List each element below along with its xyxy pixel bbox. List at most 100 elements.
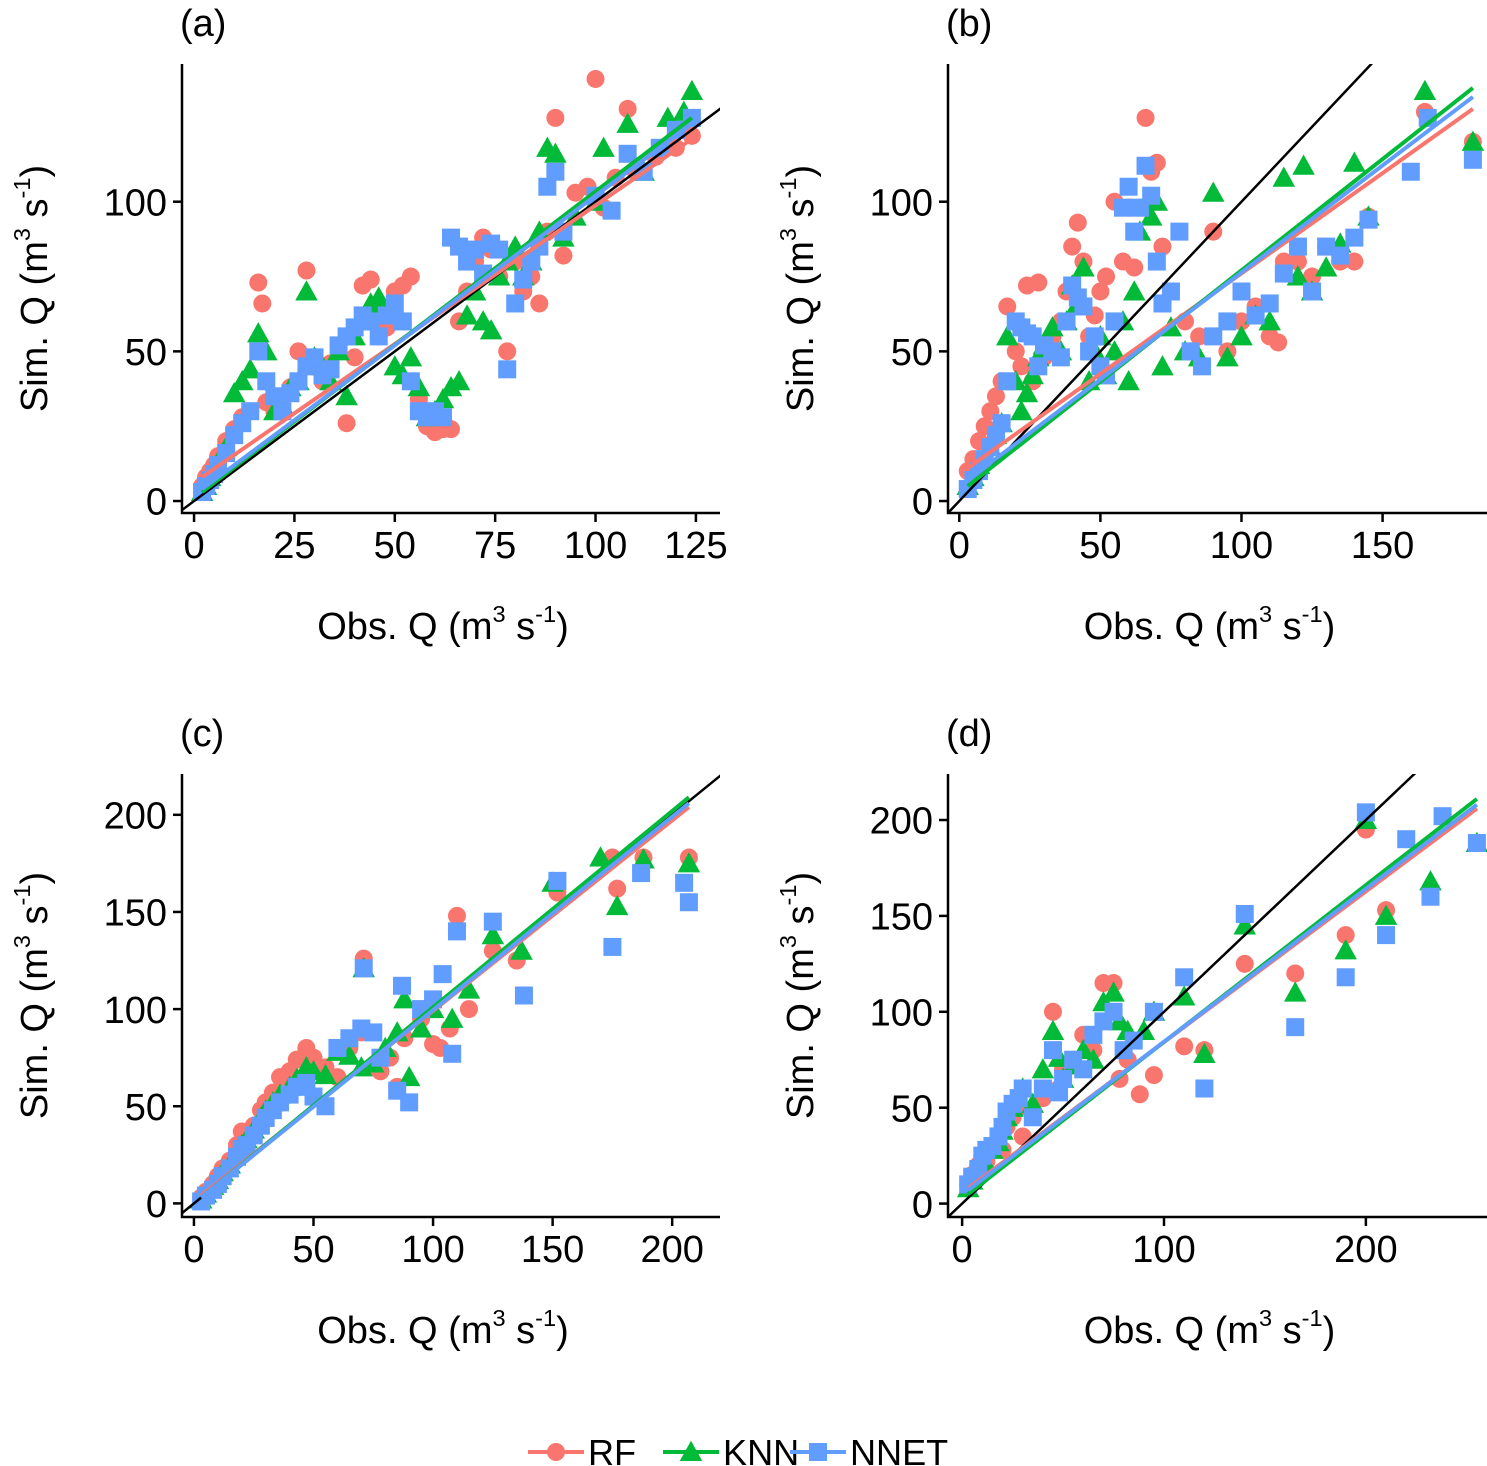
point-nnet: [1170, 222, 1189, 241]
y-tick-label: 0: [912, 482, 933, 524]
point-knn: [1021, 1092, 1045, 1113]
panel-c: 0 50 100 150 200 0 50 100 150 200 (c) Obs. Q (m3 s-…: [9, 713, 720, 1352]
point-rf: [1029, 273, 1048, 292]
point-knn: [239, 358, 262, 379]
point-nnet: [1113, 198, 1132, 217]
x-tick-label: 25: [273, 525, 315, 567]
point-nnet: [443, 1044, 462, 1063]
series-knn-c: [189, 846, 701, 1209]
point-knn: [1413, 79, 1437, 100]
point-nnet: [679, 893, 698, 912]
point-rf: [297, 261, 316, 280]
x-tick-label: 0: [183, 525, 204, 567]
series-nnet-a: [193, 108, 701, 502]
point-rf: [1153, 237, 1172, 256]
x-tick-label: 150: [1351, 525, 1414, 567]
point-rf: [498, 342, 517, 361]
point-knn: [247, 322, 270, 343]
point-nnet: [385, 294, 404, 313]
y-tick-label: 200: [870, 801, 933, 843]
point-nnet: [632, 864, 651, 883]
point-knn: [399, 346, 423, 367]
one-to-one-line: [948, 64, 1374, 513]
point-nnet: [1033, 1079, 1052, 1098]
point-nnet: [1085, 327, 1104, 346]
point-rf: [1336, 926, 1355, 945]
point-knn: [1272, 166, 1296, 187]
point-rf: [1288, 252, 1307, 271]
point-nnet: [548, 871, 567, 890]
x-tick-label: 50: [292, 1229, 334, 1271]
point-nnet: [554, 222, 573, 241]
x-tick-label: 100: [1210, 525, 1273, 567]
plot-area-d: [948, 774, 1487, 1217]
point-knn: [592, 136, 615, 157]
point-knn: [1041, 1019, 1065, 1040]
point-nnet: [1192, 357, 1211, 376]
point-nnet: [1195, 1079, 1214, 1098]
point-nnet: [1377, 926, 1396, 945]
point-nnet: [1274, 264, 1293, 283]
point-knn: [1334, 939, 1357, 960]
x-tick-label: 200: [640, 1229, 703, 1271]
point-nnet: [265, 387, 284, 406]
x-tick-label: 0: [183, 1229, 204, 1271]
point-nnet: [1359, 210, 1378, 229]
one-to-one-line: [948, 774, 1417, 1217]
point-rf: [459, 1000, 478, 1019]
point-rf: [554, 246, 573, 265]
point-nnet: [433, 965, 452, 984]
x-tick-label: 50: [374, 525, 416, 567]
point-knn: [1461, 130, 1485, 151]
point-knn: [1072, 256, 1095, 277]
legend-label: RF: [588, 1432, 636, 1466]
x-axis-title: Obs. Q (m3 s-1): [1084, 1305, 1336, 1352]
panel-d: 0 100 200 0 50 100 150 200 (d) Obs. Q (m3 s-1) Sim…: [775, 713, 1487, 1352]
point-nnet: [1303, 282, 1322, 301]
point-knn: [397, 1065, 421, 1087]
point-nnet: [305, 348, 324, 367]
point-nnet: [1286, 1018, 1305, 1037]
point-knn: [1015, 382, 1039, 403]
point-knn: [510, 939, 533, 960]
point-knn: [1010, 399, 1033, 421]
point-nnet: [506, 294, 525, 313]
point-knn: [335, 385, 358, 406]
point-nnet: [1013, 1079, 1032, 1098]
point-nnet: [1054, 1069, 1073, 1088]
point-knn: [1123, 280, 1146, 301]
point-nnet: [602, 201, 621, 220]
point-nnet: [273, 402, 292, 421]
point-nnet: [514, 986, 533, 1005]
panel-b: 0 50 100 150 0 50 100 (b) Obs. Q (m3 s-1) Sim. Q …: [775, 3, 1487, 648]
y-axis-title: Sim. Q (m3 s-1): [775, 872, 822, 1119]
point-nnet: [1288, 237, 1307, 256]
point-nnet: [450, 237, 469, 256]
point-nnet: [1345, 228, 1364, 247]
point-nnet: [618, 144, 637, 163]
y-axis-title: Sim. Q (m3 s-1): [9, 165, 56, 412]
point-nnet: [1104, 1002, 1123, 1021]
point-nnet: [1147, 252, 1166, 271]
point-rf: [1175, 1037, 1194, 1056]
point-nnet: [297, 1073, 316, 1092]
point-nnet: [1136, 156, 1155, 175]
point-nnet: [447, 922, 466, 941]
x-axis-title: Obs. Q (m3 s-1): [317, 601, 569, 648]
legend-triangle-icon: [679, 1440, 703, 1461]
point-nnet: [401, 372, 420, 391]
point-nnet: [522, 252, 541, 271]
point-nnet: [498, 360, 517, 379]
point-nnet: [369, 327, 388, 346]
point-knn: [1102, 981, 1125, 1002]
point-rf: [1097, 267, 1116, 286]
point-rf: [1130, 1085, 1149, 1104]
point-knn: [393, 988, 416, 1009]
series-nnet-c: [192, 864, 698, 1211]
point-knn: [487, 265, 511, 286]
series-nnet-b: [958, 108, 1482, 499]
point-nnet: [1260, 294, 1279, 313]
point-knn: [1117, 370, 1140, 391]
point-nnet: [241, 402, 260, 421]
point-knn: [1258, 310, 1281, 331]
